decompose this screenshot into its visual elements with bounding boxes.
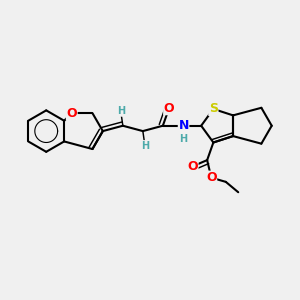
Text: H: H bbox=[141, 141, 149, 151]
Text: O: O bbox=[206, 171, 217, 184]
Text: H: H bbox=[179, 134, 188, 144]
Text: N: N bbox=[178, 119, 189, 132]
Text: O: O bbox=[187, 160, 198, 173]
Text: H: H bbox=[117, 106, 125, 116]
Text: O: O bbox=[164, 102, 174, 115]
Text: O: O bbox=[66, 106, 77, 120]
Text: S: S bbox=[209, 103, 218, 116]
